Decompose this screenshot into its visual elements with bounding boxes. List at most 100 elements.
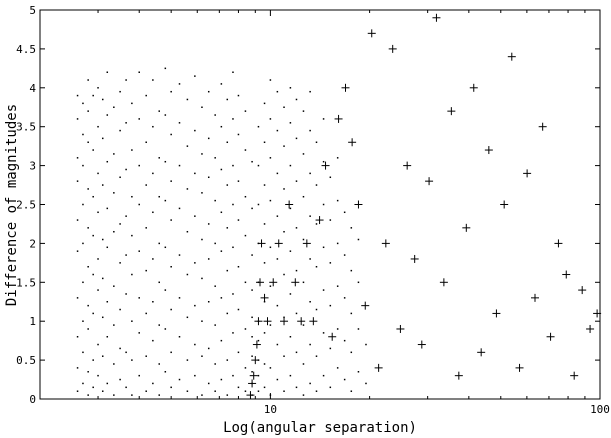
data-point-dot [289,87,292,89]
data-point-dot [226,359,229,361]
data-point-dot [186,145,189,147]
data-point-dot [158,195,160,198]
y-tick-label: 3 [29,160,36,173]
y-tick-label: 2 [29,237,36,250]
data-point-dot [194,215,196,217]
data-point-dot [76,336,79,338]
data-points [76,13,602,400]
data-point-dot [152,125,154,128]
y-tick-label: 4.5 [16,43,36,56]
data-point-dot [276,304,279,307]
data-point-dot [283,106,285,108]
data-point-dot [257,125,260,128]
data-point-plus [586,324,595,333]
data-point-dot [269,367,272,369]
data-point-dot [343,339,346,342]
data-point-dot [220,297,223,299]
data-point-dot [92,273,94,276]
data-point-dot [302,281,305,284]
data-point-dot [322,118,325,120]
data-point-dot [92,94,94,97]
data-point-plus [285,200,294,209]
data-point-dot [170,308,172,311]
data-point-dot [152,301,154,303]
data-point-dot [336,367,339,369]
data-point-dot [113,230,115,233]
data-point-dot [269,199,272,202]
data-point-dot [152,382,154,385]
data-point-dot [101,277,104,280]
data-point-dot [237,308,240,311]
data-point-dot [82,351,84,354]
data-point-dot [336,328,339,330]
data-point-dot [269,394,272,396]
data-point-dot [302,324,305,326]
data-point-dot [263,223,266,225]
data-point-dot [170,133,172,136]
data-point-dot [101,355,104,357]
data-point-dot [194,262,196,264]
data-point-dot [178,297,181,299]
y-axis: 0 0.5 1 1.5 2 2.5 3 3.5 4 4.5 5 [16,4,600,406]
data-point-dot [164,199,167,202]
y-tick-label: 0 [29,393,36,406]
data-point-dot [214,242,216,245]
data-point-dot [119,90,121,93]
data-point-dot [97,258,99,260]
data-point-dot [101,184,104,186]
data-point-plus [297,317,306,326]
data-point-dot [82,242,84,245]
data-point-dot [315,265,318,268]
data-point-dot [251,207,253,210]
data-point-plus [500,200,509,209]
data-point-dot [269,285,272,287]
data-point-dot [97,87,99,89]
data-point-dot [87,188,89,190]
data-point-dot [220,211,223,214]
data-point-plus [248,379,257,388]
data-point-dot [295,269,298,272]
data-point-dot [158,281,160,284]
data-point-dot [106,246,109,249]
data-point-dot [214,285,216,287]
data-point-dot [302,153,305,155]
data-point-dot [226,184,229,186]
data-point-dot [244,281,247,284]
data-point-dot [178,83,181,85]
data-point-dot [152,211,154,214]
data-point-dot [113,394,115,396]
data-point-dot [76,297,79,299]
data-point-plus [254,317,263,326]
data-point-dot [178,378,181,381]
data-point-dot [158,394,160,396]
data-point-dot [164,160,167,163]
data-point-plus [477,348,486,357]
data-point-dot [178,207,181,210]
data-point-dot [237,351,240,354]
data-point-dot [131,195,133,198]
data-point-dot [283,145,285,147]
data-point-dot [315,223,318,225]
data-point-dot [357,328,360,330]
data-point-dot [87,304,89,307]
data-point-dot [125,168,127,171]
data-point-dot [365,382,367,385]
data-point-dot [92,234,94,237]
data-point-dot [257,374,260,377]
data-point-dot [336,285,339,287]
data-point-dot [214,114,216,116]
data-point-dot [269,246,272,249]
data-point-dot [92,386,94,389]
data-point-dot [322,160,325,163]
data-point-dot [152,258,154,260]
data-point-dot [125,122,127,124]
data-point-dot [145,269,147,272]
data-point-dot [283,230,285,233]
data-point-dot [276,343,279,346]
data-point-dot [158,110,160,112]
data-point-dot [113,192,115,194]
data-point-dot [97,289,99,291]
data-point-dot [263,386,266,389]
data-point-dot [214,390,216,392]
data-point-dot [315,390,318,392]
